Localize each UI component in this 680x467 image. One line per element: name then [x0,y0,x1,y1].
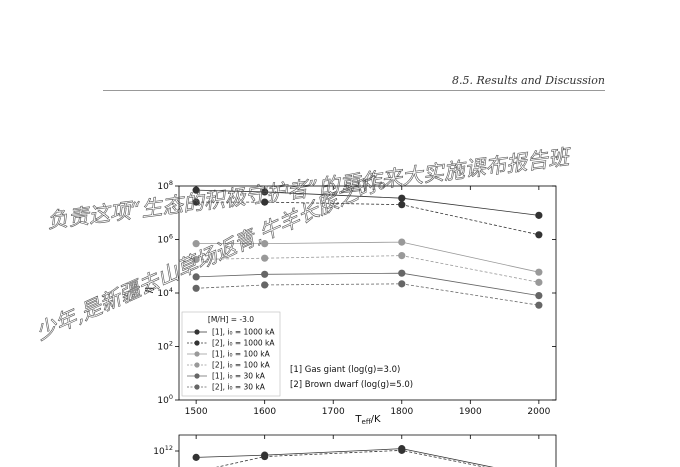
legend-marker [194,329,200,335]
legend-label: [2], i₀ = 30 kA [212,383,266,392]
x-tick-label: 1900 [459,407,482,417]
series-point [261,188,269,196]
main-axis-ticks: 1500 1600 1700 1800 1900 2000 100 102 104 106 108 [157,179,556,417]
series-point [261,270,269,278]
legend-marker [194,351,200,357]
series-point [261,281,269,289]
legend: [M/H] = -3.0 [1], i₀ = 1000 kA [2], i₀ = … [181,311,281,397]
series-line [196,241,539,273]
x-tick-label: 2000 [527,407,550,417]
second-series-point [192,453,200,461]
second-series-point [261,452,269,461]
legend-title: [M/H] = -3.0 [208,315,254,324]
series-point [535,231,543,239]
series-line [196,255,539,283]
series-point [261,254,269,262]
second-series-point [398,446,406,454]
series-point [535,301,543,309]
annotation-gas-giant: [1] Gas giant (log(g)=3.0) [290,365,400,375]
x-tick-label: 1500 [185,407,208,417]
y-tick-label: 106 [157,233,173,246]
second-series-line [196,448,494,467]
y-axis-label: /J [144,287,155,293]
legend-label: [2], i₀ = 1000 kA [212,339,275,348]
legend-marker [194,373,200,379]
header-rule [103,90,605,91]
second-chart-frame [178,434,557,467]
y-tick-label: 100 [157,393,173,406]
x-tick-label: 1600 [253,407,276,417]
series-point [261,198,269,206]
legend-label: [1], i₀ = 1000 kA [212,328,275,337]
y-tick-label: 108 [157,179,173,192]
series-point [398,269,406,277]
series-point [192,240,200,248]
x-axis-label: Teff/K [354,414,381,426]
running-header: 8.5. Results and Discussion [451,74,605,87]
legend-marker [194,384,200,390]
y-tick-label: 102 [157,340,173,353]
series-point [261,240,269,248]
series-line [196,201,539,236]
series-line [196,189,539,216]
series-point [192,284,200,292]
legend-label: [1], i₀ = 100 kA [212,350,271,359]
series-point [398,238,406,246]
series-point [535,278,543,286]
series-point [535,291,543,300]
series-point [192,273,200,281]
series-point [398,252,406,260]
series-point [192,186,200,194]
legend-marker [194,340,200,346]
second-chart: 1012 [153,434,557,467]
series-line [196,283,539,306]
second-y-tick-label: 1012 [153,444,173,457]
x-tick-label: 1800 [390,407,413,417]
y-tick-label: 104 [157,286,173,299]
series-point [192,198,200,206]
series-point [398,280,406,288]
legend-marker [194,362,200,368]
series-point [535,211,543,219]
series-point [398,201,406,209]
series-point [535,268,543,276]
second-series-line [215,449,486,467]
series-line [196,272,539,296]
x-tick-label: 1700 [322,407,345,417]
legend-label: [2], i₀ = 100 kA [212,361,271,370]
legend-label: [1], i₀ = 30 kA [212,372,266,381]
main-series-group [192,186,543,309]
annotation-brown-dwarf: [2] Brown dwarf (log(g)=5.0) [290,380,413,390]
series-point [398,194,406,202]
series-point [192,255,200,264]
